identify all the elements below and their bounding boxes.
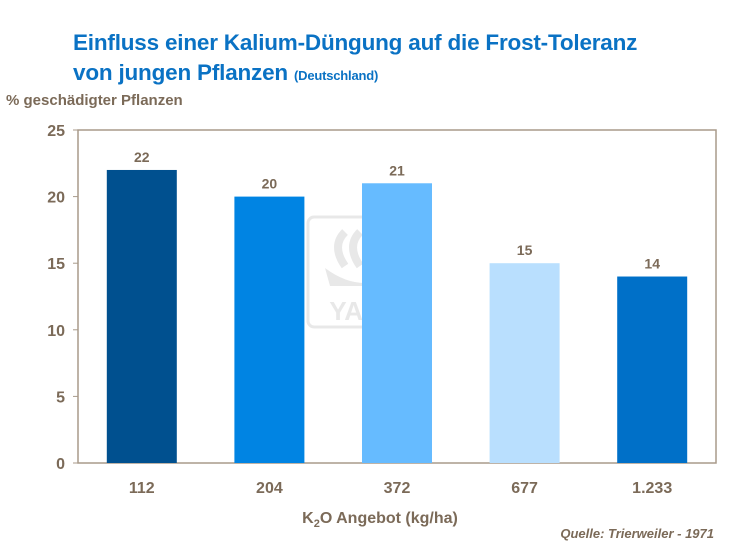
bar [362,183,432,463]
xlabel-rest: O Angebot (kg/ha) [319,510,458,527]
y-tick-label: 5 [56,389,65,406]
x-tick-label: 204 [256,480,283,497]
y-tick-label: 10 [47,323,65,340]
y-tick-label: 15 [47,256,65,273]
bar [106,169,177,463]
title-line-1: Einfluss einer Kalium-Düngung auf die Fr… [73,30,638,55]
x-tick-label: 677 [511,480,538,497]
y-axis-label: % geschädigter Pflanzen [6,92,183,109]
data-label: 20 [262,176,278,192]
bar [234,196,305,463]
subtitle: (Deutschland) [294,68,379,83]
data-label: 15 [517,242,533,258]
bar [489,263,560,463]
x-tick-label: 1.233 [632,480,672,497]
bar [617,276,688,463]
data-label: 22 [134,149,150,165]
xlabel-k: K [302,510,314,527]
y-tick-label: 25 [47,123,65,140]
chart-title: Einfluss einer Kalium-Düngung auf die Fr… [73,28,637,91]
x-axis-label: K2O Angebot (kg/ha) [0,510,730,530]
data-label: 14 [644,256,660,272]
title-line-2: von jungen Pflanzen [73,60,288,85]
source-note: Quelle: Trierweiler - 1971 [560,526,714,541]
x-tick-label: 372 [384,480,411,497]
xlabel-sub: 2 [313,518,320,531]
y-tick-label: 0 [56,456,65,473]
data-label: 21 [389,162,405,178]
y-tick-label: 20 [47,190,65,207]
x-tick-label: 112 [129,480,155,497]
